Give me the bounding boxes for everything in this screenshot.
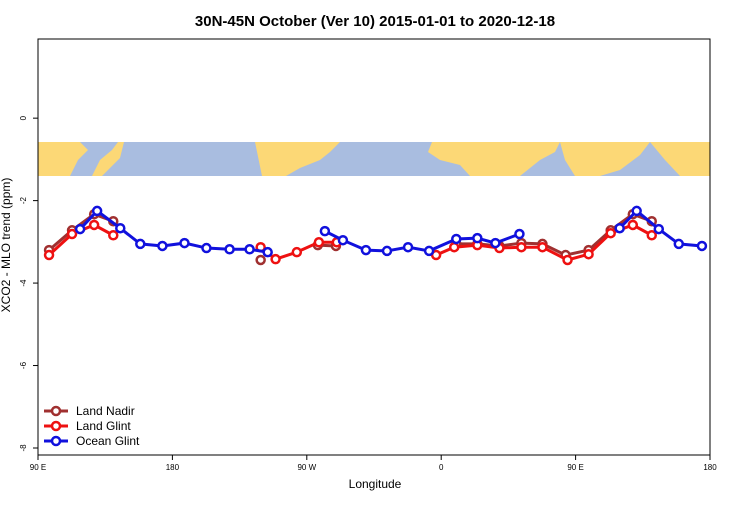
- y-axis-label: XCO2 - MLO trend (ppm): [0, 178, 13, 313]
- y-tick-label: -6: [19, 361, 28, 369]
- plot-frame: [37, 38, 711, 456]
- x-tick-label: 180: [166, 463, 180, 472]
- point: [514, 228, 525, 240]
- legend-marker: [50, 420, 62, 432]
- point: [313, 237, 325, 248]
- point: [583, 248, 594, 260]
- point: [448, 241, 460, 253]
- point: [337, 234, 349, 246]
- point: [673, 238, 685, 250]
- point: [631, 205, 642, 217]
- point: [516, 241, 527, 253]
- point: [423, 245, 435, 257]
- x-tick-label: 0: [439, 463, 444, 472]
- point: [537, 241, 548, 253]
- point: [179, 237, 190, 249]
- y-tick-label: -4: [19, 279, 28, 287]
- point: [91, 205, 103, 217]
- x-axis-label: Longitude: [349, 477, 402, 491]
- chart-title: 30N-45N October (Ver 10) 2015-01-01 to 2…: [195, 13, 555, 30]
- point: [43, 249, 55, 261]
- y-tick-label: -8: [19, 444, 28, 452]
- point: [291, 246, 303, 258]
- legend-label: Land Nadir: [76, 404, 135, 418]
- x-tick-label: 90 E: [567, 463, 583, 472]
- map-band: [38, 142, 710, 176]
- y-tick-label: -2: [19, 197, 28, 205]
- point: [262, 246, 273, 258]
- point: [201, 242, 212, 254]
- point: [74, 223, 86, 235]
- legend-label: Land Glint: [76, 419, 131, 433]
- point: [224, 244, 235, 255]
- point: [402, 241, 414, 253]
- point: [653, 223, 665, 235]
- point: [244, 244, 255, 255]
- point: [605, 227, 616, 239]
- point: [614, 222, 625, 234]
- point: [255, 254, 266, 266]
- point: [490, 237, 501, 249]
- legend-label: Ocean Glint: [76, 434, 140, 448]
- point: [66, 228, 78, 240]
- x-tick-label: 90 E: [30, 463, 46, 472]
- point: [115, 222, 126, 234]
- point: [646, 229, 658, 241]
- point: [88, 219, 100, 231]
- point: [381, 245, 393, 257]
- point: [472, 232, 483, 244]
- point: [562, 254, 573, 266]
- point: [360, 244, 372, 256]
- legend-marker: [50, 435, 62, 447]
- point: [108, 229, 119, 241]
- point: [157, 240, 168, 252]
- point: [627, 219, 639, 231]
- point: [696, 240, 708, 252]
- x-tick-label: 90 W: [297, 463, 316, 472]
- y-tick-label: 0: [19, 115, 28, 120]
- legend-marker: [50, 405, 62, 417]
- x-tick-label: 180: [703, 463, 717, 472]
- point: [270, 253, 281, 265]
- point: [451, 233, 462, 245]
- point: [319, 225, 331, 237]
- point: [135, 238, 146, 250]
